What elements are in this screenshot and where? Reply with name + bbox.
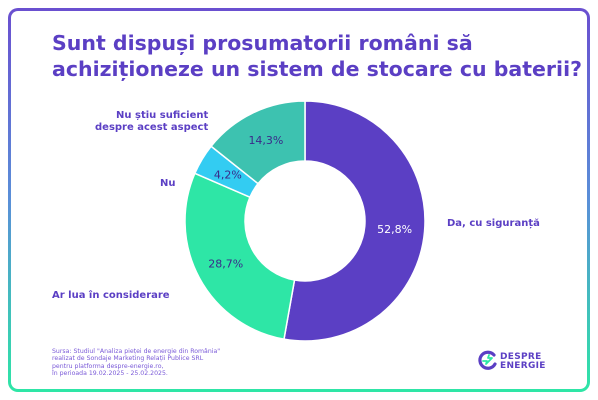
source-line-3: pentru platforma despre-energie.ro, [52,362,164,370]
donut-slice [210,100,306,185]
label-ar-lua: Ar lua în considerare [52,290,170,302]
label-nu: Nu [160,178,176,190]
label-da-line-1: Da, cu siguranță [447,218,540,229]
slice-value-label: 4,2% [214,169,242,182]
inner-ring-decoration [256,172,354,270]
logo-line-1: DESPRE [500,352,542,362]
title-line-1: Sunt dispuși prosumatorii români să [52,31,473,55]
title-line-2: achiziționeze un sistem de stocare cu ba… [52,57,582,81]
slice-value-label: 28,7% [208,258,243,271]
label-nu-stiu-line-1: Nu știu suficient [116,110,209,121]
donut-slice [184,172,296,341]
inner-dot-decoration [270,186,340,256]
slice-value-label: 52,8% [377,223,412,236]
donut-slice [283,100,426,342]
source-line-1: Sursa: Studiul "Analiza pieței de energi… [52,348,221,355]
label-nu-stiu-line-2: despre acest aspect [95,122,209,133]
label-da: Da, cu siguranță [447,218,540,230]
label-ar-lua-line-1: Ar lua în considerare [52,290,170,301]
energy-logo-icon [478,350,497,370]
logo-line-2: ENERGIE [500,361,546,371]
label-nu-line-1: Nu [160,178,176,189]
label-nu-stiu: Nu știu suficient despre acest aspect [95,110,208,134]
logo-wordmark: DESPRE ENERGIE [500,353,546,371]
source-note: Sursa: Studiul "Analiza pieței de energi… [52,348,220,378]
source-line-4: în perioada 19.02.2025 - 25.02.2025. [52,370,168,378]
source-line-2: realizat de Sondaje Marketing Relații Pu… [52,355,204,363]
slice-value-label: 14,3% [248,134,283,147]
chart-title: Sunt dispuși prosumatorii români să achi… [52,30,582,82]
